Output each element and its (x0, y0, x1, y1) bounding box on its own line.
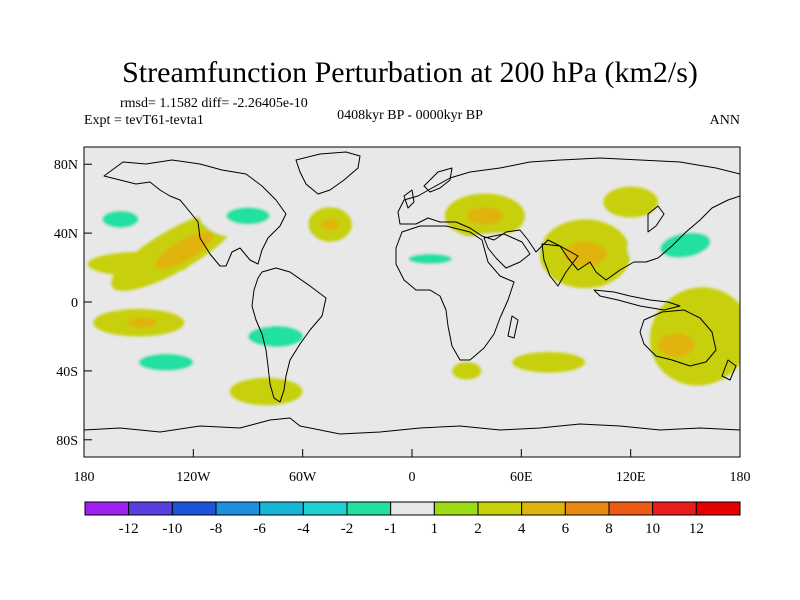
contour-region-patagonia-pos (229, 377, 303, 406)
stats-label: rmsd= 1.1582 diff= -2.26405e-10 (120, 96, 308, 111)
colorbar-level-label: -10 (162, 521, 182, 537)
chart-title: Streamfunction Perturbation at 200 hPa (… (122, 56, 698, 89)
contour-region-tropical-band-core (408, 253, 453, 265)
x-tick-label: 120W (176, 470, 211, 485)
contour-region-south-america-neg-core (248, 326, 303, 347)
colorbar-box (564, 501, 610, 516)
colorbar-level-label: 8 (605, 521, 613, 537)
experiment-label: Expt = tevT61-tevta1 (84, 113, 204, 128)
colorbar-box (433, 501, 479, 516)
coastline-japan (647, 205, 665, 233)
coastline-scandinavia (423, 167, 453, 193)
season-label: ANN (710, 113, 740, 128)
coastline-greenland (295, 151, 361, 195)
contour-region-pacific-north-core (155, 231, 214, 270)
contour-region-asia-pos-core (563, 241, 607, 266)
contour-region-tropical-band-east (457, 233, 549, 261)
y-tick-label: 80N (54, 158, 78, 173)
x-tick-label: 180 (730, 470, 751, 485)
y-tick-label: 40N (54, 227, 78, 242)
colorbar-box (215, 501, 261, 516)
colorbar-box (171, 501, 217, 516)
colorbar-level-label: 2 (474, 521, 482, 537)
colorbar-box (390, 501, 435, 516)
coastline-new-zealand (721, 359, 737, 381)
x-axis: 180 120W 60W 0 60E 120E 180 (74, 449, 751, 485)
colorbar-level-label: -12 (119, 521, 139, 537)
coastline-south-america (251, 267, 327, 403)
y-tick-label: 40S (56, 365, 78, 380)
contour-region-atlantic-pos-core (320, 219, 340, 230)
map-panel (83, 146, 741, 458)
y-axis: 80N 40N 0 40S 80S (54, 158, 92, 449)
colorbar-level-label: -2 (341, 521, 354, 537)
coastline-madagascar (507, 315, 519, 339)
period-label: 0408kyr BP - 0000kyr BP (337, 108, 483, 123)
contour-region-southern-ocean-neg (617, 384, 662, 399)
colorbar-level-label: -4 (297, 521, 310, 537)
colorbar-box (521, 501, 566, 516)
coastline-africa (395, 225, 515, 361)
colorbar-level-label: -1 (384, 521, 397, 537)
contour-region-south-pacific-band-core (138, 353, 194, 371)
contour-region-siberia-pos (603, 186, 659, 218)
contour-region-europe-pos-core (466, 207, 504, 225)
colorbar: -12 -10 -8 -6 -4 -2 -1 1 2 4 6 8 10 12 (84, 501, 741, 537)
coastlines (84, 151, 740, 435)
contour-region-south-africa-pos (452, 362, 482, 380)
contour-region-south-atlantic-neg (351, 351, 382, 373)
colorbar-box (84, 501, 130, 516)
contour-region-us-east-neg (260, 215, 316, 268)
colorbar-level-label: -6 (253, 521, 266, 537)
coastline-british-isles (403, 189, 415, 209)
colorbar-box (346, 501, 392, 516)
coastline-indonesia (593, 289, 681, 311)
colorbar-level-label: 6 (562, 521, 570, 537)
contour-region-south-pacific-west-core (127, 317, 157, 328)
colorbar-level-label: 4 (518, 521, 526, 537)
contour-region-indian-ocean-pos (512, 351, 586, 373)
x-tick-label: 0 (409, 470, 416, 485)
colorbar-level-label: 1 (431, 521, 439, 537)
y-tick-label: 80S (56, 434, 78, 449)
coastline-north-america (103, 159, 287, 267)
colorbar-box (652, 501, 697, 516)
colorbar-level-label: 10 (645, 521, 660, 537)
coastline-arabia (483, 233, 531, 269)
colorbar-box (695, 501, 741, 516)
contour-region-canada-neg-core (226, 207, 270, 225)
coastline-australia (639, 309, 717, 367)
x-tick-label: 60W (289, 470, 317, 485)
coastline-india (541, 243, 579, 287)
y-tick-label: 0 (71, 296, 78, 311)
colorbar-box (259, 501, 304, 516)
contour-region-japan-neg-core (660, 232, 711, 258)
x-tick-label: 60E (510, 470, 533, 485)
coastline-antarctica (84, 417, 740, 435)
x-tick-label: 120E (616, 470, 646, 485)
colorbar-box (302, 501, 348, 516)
contour-region-north-atlantic-neg (364, 176, 431, 232)
colorbar-box (608, 501, 654, 516)
colorbar-level-label: 12 (689, 521, 704, 537)
contour-region-australia-pos-core (658, 333, 695, 358)
colorbar-box (128, 501, 173, 516)
colorbar-box (477, 501, 523, 516)
colorbar-level-label: -8 (210, 521, 223, 537)
x-tick-label: 180 (74, 470, 95, 485)
contour-region-alaska-neg-core (102, 210, 139, 228)
coastline-eurasia (397, 157, 740, 281)
